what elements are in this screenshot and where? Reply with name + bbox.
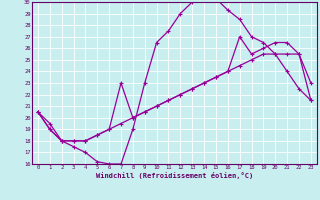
X-axis label: Windchill (Refroidissement éolien,°C): Windchill (Refroidissement éolien,°C) — [96, 172, 253, 179]
